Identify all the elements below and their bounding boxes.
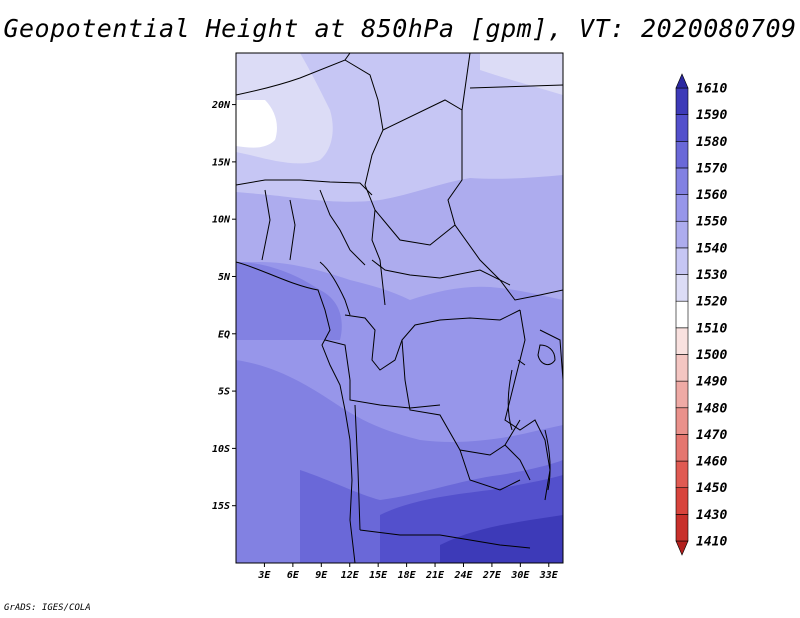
colorbar-label: 1490 xyxy=(696,375,727,390)
colorbar: 1410 1430 1450 1460 1470 1480 1490 1500 1510 1520… xyxy=(675,73,727,556)
colorbar-label: 1460 xyxy=(696,455,727,470)
colorbar-label: 1450 xyxy=(696,481,727,496)
colorbar-segment xyxy=(675,327,689,355)
contour-1590 xyxy=(440,515,563,563)
colorbar-segment xyxy=(675,220,689,249)
colorbar-label: 1470 xyxy=(696,428,727,443)
map-title: Geopotential Height at 850hPa [gpm], VT:… xyxy=(3,14,797,43)
contour-1510 xyxy=(236,100,277,148)
colorbar-label: 1560 xyxy=(696,188,727,203)
colorbar-segment xyxy=(675,114,689,142)
lake-malawi xyxy=(544,429,551,491)
lon-tick-label: 21E xyxy=(425,570,445,581)
colorbar-label: 1530 xyxy=(696,268,727,283)
lat-tick-label: 5N xyxy=(218,272,231,283)
country-borders xyxy=(236,53,563,549)
colorbar-label: 1610 xyxy=(696,82,727,97)
plot-frame xyxy=(235,52,564,564)
colorbar-label: 1550 xyxy=(696,215,727,230)
colorbar-label: 1570 xyxy=(696,161,727,176)
contour-1520-ne xyxy=(480,53,563,95)
contour-1560-west xyxy=(236,262,342,340)
lat-tick-label: 10N xyxy=(212,215,231,226)
colorbar-segment xyxy=(675,487,689,515)
colorbar-label: 1480 xyxy=(696,401,727,416)
colorbar-segment xyxy=(675,87,689,115)
lon-tick-label: 30E xyxy=(510,570,530,581)
colorbar-segment xyxy=(675,274,689,302)
lon-tick-label: 33E xyxy=(539,570,559,581)
lon-tick-label: 24E xyxy=(453,570,473,581)
colorbar-lower-triangle xyxy=(675,540,689,556)
colorbar-label: 1580 xyxy=(696,135,727,150)
colorbar-segment xyxy=(675,407,689,435)
credit-footer: GrADS: IGES/COLA xyxy=(4,603,91,613)
colorbar-segment xyxy=(675,140,689,169)
lake-victoria xyxy=(537,344,556,366)
colorbar-segment xyxy=(675,514,689,542)
longitude-axis: 3E 6E 9E 12E 15E 18E 21E 24E 27E 30E 33E xyxy=(257,563,559,581)
colorbar-segment xyxy=(675,194,689,222)
colorbar-segment xyxy=(675,247,689,275)
colorbar-segment xyxy=(675,354,689,382)
lon-tick-label: 15E xyxy=(369,570,388,581)
lake-tanganyika xyxy=(507,359,526,431)
colorbar-upper-triangle xyxy=(675,73,689,89)
lat-tick-label: 15N xyxy=(212,157,231,168)
lon-tick-label: 9E xyxy=(315,570,328,581)
colorbar-segment xyxy=(675,434,689,462)
colorbar-label: 1410 xyxy=(696,535,727,550)
lon-tick-label: 3E xyxy=(257,570,271,581)
lat-tick-label: 5S xyxy=(218,387,230,398)
colorbar-label: 1500 xyxy=(696,348,727,363)
colorbar-segment xyxy=(675,167,689,195)
colorbar-label: 1430 xyxy=(696,508,727,523)
colorbar-segment xyxy=(675,460,689,489)
lon-tick-label: 12E xyxy=(341,570,360,581)
coastline xyxy=(236,261,356,563)
lat-tick-label: 20N xyxy=(211,100,231,111)
lat-tick-label: 10S xyxy=(212,444,230,455)
latitude-axis: 20N 15N 10N 5N EQ 5S 10S 15S xyxy=(211,100,236,512)
lat-tick-label: 15S xyxy=(212,501,230,512)
colorbar-segment xyxy=(675,300,689,329)
colorbar-label: 1590 xyxy=(696,108,727,123)
lon-tick-label: 27E xyxy=(482,570,502,581)
colorbar-label: 1510 xyxy=(696,321,727,336)
lat-tick-label: EQ xyxy=(218,329,230,340)
colorbar-label: 1540 xyxy=(696,241,727,256)
contour-fill xyxy=(236,53,563,563)
colorbar-segment xyxy=(675,380,689,409)
colorbar-label: 1520 xyxy=(696,295,727,310)
lon-tick-label: 6E xyxy=(287,570,300,581)
lon-tick-label: 18E xyxy=(398,570,417,581)
